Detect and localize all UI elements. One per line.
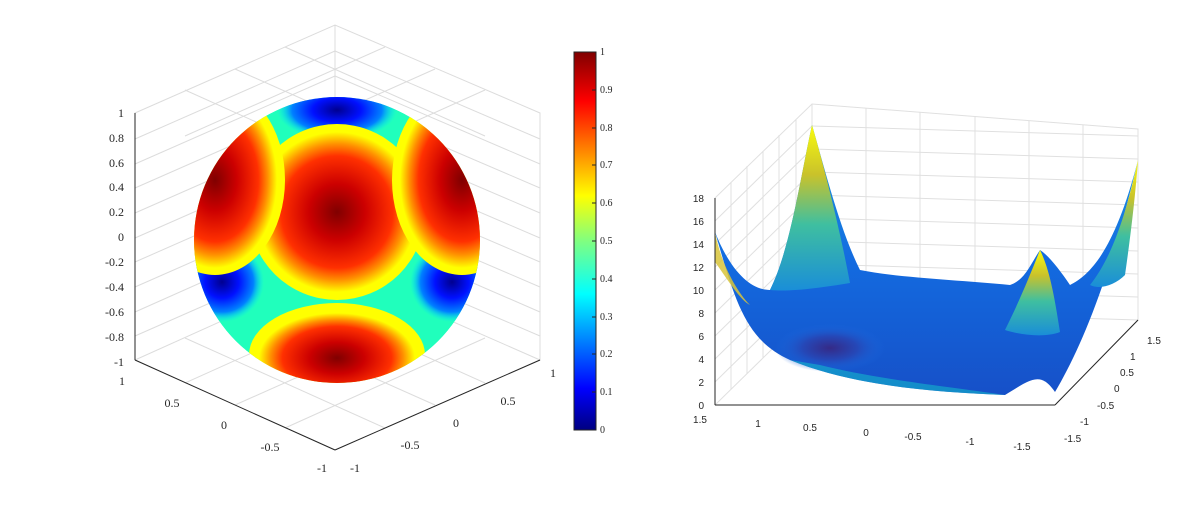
- surface-x-tick: -0.5: [904, 432, 922, 443]
- colorbar-tick: 0: [600, 425, 605, 436]
- surface-y-tick: 0.5: [1120, 368, 1134, 379]
- surface-z-tick: 12: [693, 263, 705, 274]
- sphere-z-tick: 0.8: [109, 131, 124, 145]
- sphere-y-tick: 1: [550, 366, 556, 380]
- sphere-plot: 1 0.8 0.6 0.4 0.2 0 -0.2 -0.4 -0.6 -0.8 …: [105, 24, 556, 475]
- sphere-z-tick: -0.8: [105, 330, 124, 344]
- sphere-x-ticks: 1 0.5 0 -0.5 -1: [119, 374, 327, 475]
- surface-z-tick: 2: [698, 378, 704, 389]
- surface-z-tick: 0: [698, 401, 704, 412]
- sphere-x-tick: -1: [317, 461, 327, 475]
- surface-y-ticks: -1.5 -1 -0.5 0 0.5 1 1.5: [1064, 336, 1161, 445]
- sphere-y-tick: -0.5: [401, 438, 420, 452]
- colorbar-tick: 0.3: [600, 312, 613, 323]
- surface-z-ticks: 0 2 4 6 8 10 12 14 16 18: [693, 194, 705, 412]
- sphere-z-tick: 0.4: [109, 180, 124, 194]
- sphere-x-tick: -0.5: [261, 440, 280, 454]
- surface-z-tick: 14: [693, 240, 705, 251]
- surface-z-tick: 6: [698, 332, 704, 343]
- colorbar-tick: 0.9: [600, 85, 613, 96]
- colorbar-tick: 0.1: [600, 387, 613, 398]
- sphere-surface: [194, 97, 480, 383]
- surface-mesh: [715, 125, 1138, 395]
- sphere-y-tick: -1: [350, 461, 360, 475]
- surface-y-tick: -1: [1080, 417, 1089, 428]
- colorbar-tick: 0.5: [600, 236, 613, 247]
- sphere-z-tick: -0.2: [105, 255, 124, 269]
- sphere-y-tick: 0.5: [501, 394, 516, 408]
- surface-x-tick: 0: [863, 428, 869, 439]
- sphere-x-tick: 0: [221, 418, 227, 432]
- surface-x-tick: 1.5: [693, 415, 707, 426]
- surface-y-tick: -0.5: [1097, 401, 1115, 412]
- surface-x-tick: -1: [966, 437, 975, 448]
- colorbar-tick: 0.4: [600, 274, 613, 285]
- surface-plot: 0 2 4 6 8 10 12 14 16 18 1.5 1 0.5 0 -0.…: [693, 103, 1161, 453]
- colorbar-tick: 0.7: [600, 160, 613, 171]
- sphere-z-tick: 0.6: [109, 156, 124, 170]
- surface-plot-axes: [714, 198, 1139, 406]
- surface-x-tick: 1: [755, 419, 761, 430]
- surface-z-tick: 10: [693, 286, 705, 297]
- sphere-x-tick: 0.5: [165, 396, 180, 410]
- sphere-x-tick: 1: [119, 374, 125, 388]
- sphere-z-tick: -0.6: [105, 305, 124, 319]
- sphere-z-tick: -0.4: [105, 280, 124, 294]
- sphere-plot-axes: [134, 113, 541, 451]
- surface-y-tick: 0: [1114, 384, 1120, 395]
- sphere-y-tick: 0: [453, 416, 459, 430]
- surface-x-ticks: 1.5 1 0.5 0 -0.5 -1 -1.5: [693, 415, 1031, 453]
- sphere-z-ticks: 1 0.8 0.6 0.4 0.2 0 -0.2 -0.4 -0.6 -0.8 …: [105, 106, 124, 369]
- colorbar-tick: 0.2: [600, 349, 613, 360]
- colorbar-tick: 0.8: [600, 123, 613, 134]
- surface-y-tick: 1: [1130, 352, 1136, 363]
- surface-y-tick: 1.5: [1147, 336, 1161, 347]
- surface-z-tick: 18: [693, 194, 705, 205]
- surface-x-tick: -1.5: [1013, 442, 1031, 453]
- colorbar: 1 0.9 0.8 0.7 0.6 0.5 0.4 0.3 0.2 0.1 0: [573, 47, 613, 436]
- surface-x-tick: 0.5: [803, 423, 817, 434]
- surface-z-tick: 16: [693, 217, 705, 228]
- surface-z-tick: 4: [698, 355, 704, 366]
- sphere-y-ticks: -1 -0.5 0 0.5 1: [350, 366, 556, 475]
- surface-y-tick: -1.5: [1064, 434, 1082, 445]
- sphere-z-tick: 0: [118, 230, 124, 244]
- sphere-z-tick: -1: [114, 355, 124, 369]
- colorbar-tick: 1: [600, 47, 605, 58]
- surface-z-tick: 8: [698, 309, 704, 320]
- colorbar-tick: 0.6: [600, 198, 613, 209]
- sphere-z-tick: 1: [118, 106, 124, 120]
- sphere-z-tick: 0.2: [109, 205, 124, 219]
